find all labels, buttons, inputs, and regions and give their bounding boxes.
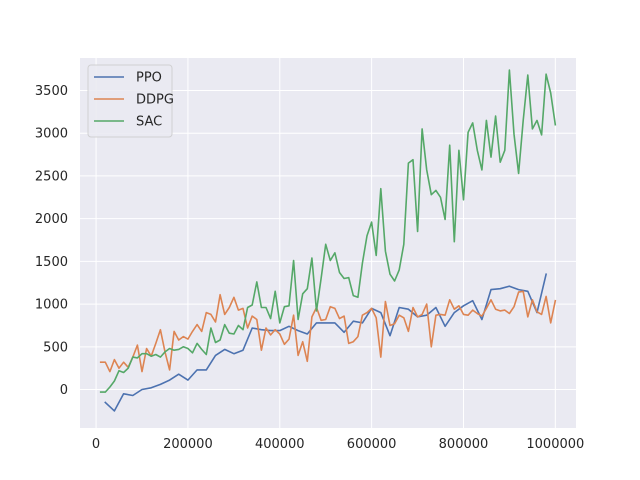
x-axis-tick-labels: 0 200000 400000 600000 800000 1000000: [92, 437, 584, 452]
series-line-ppo: [104, 273, 548, 412]
y-tick-label-7: 3500: [35, 84, 68, 99]
legend-box: [87, 64, 173, 138]
legend-label-ppo: PPO: [136, 71, 162, 86]
series-line-sac: [99, 69, 557, 393]
x-tick-label-2: 400000: [255, 437, 305, 452]
y-tick-label-5: 2500: [35, 169, 68, 184]
y-tick-label-6: 3000: [35, 127, 68, 142]
y-tick-label-3: 1500: [35, 255, 68, 270]
x-tick-label-1: 200000: [163, 437, 213, 452]
x-tick-label-5: 1000000: [526, 437, 584, 452]
x-tick-label-3: 600000: [347, 437, 397, 452]
y-tick-label-2: 1000: [35, 298, 68, 313]
legend: PPO DDPG SAC: [87, 64, 174, 138]
y-tick-label-4: 2000: [35, 212, 68, 227]
series-lines: [99, 69, 557, 412]
y-tick-label-0: 0: [60, 383, 68, 398]
x-tick-label-4: 800000: [439, 437, 489, 452]
y-axis-tick-labels: 0 500 1000 1500 2000 2500 3000 3500: [35, 84, 68, 398]
y-tick-label-1: 500: [43, 340, 68, 355]
legend-label-ddpg: DDPG: [136, 93, 174, 108]
series-line-ddpg: [99, 290, 557, 373]
grid: [80, 58, 576, 428]
x-tick-label-0: 0: [92, 437, 100, 452]
legend-label-sac: SAC: [136, 115, 162, 130]
